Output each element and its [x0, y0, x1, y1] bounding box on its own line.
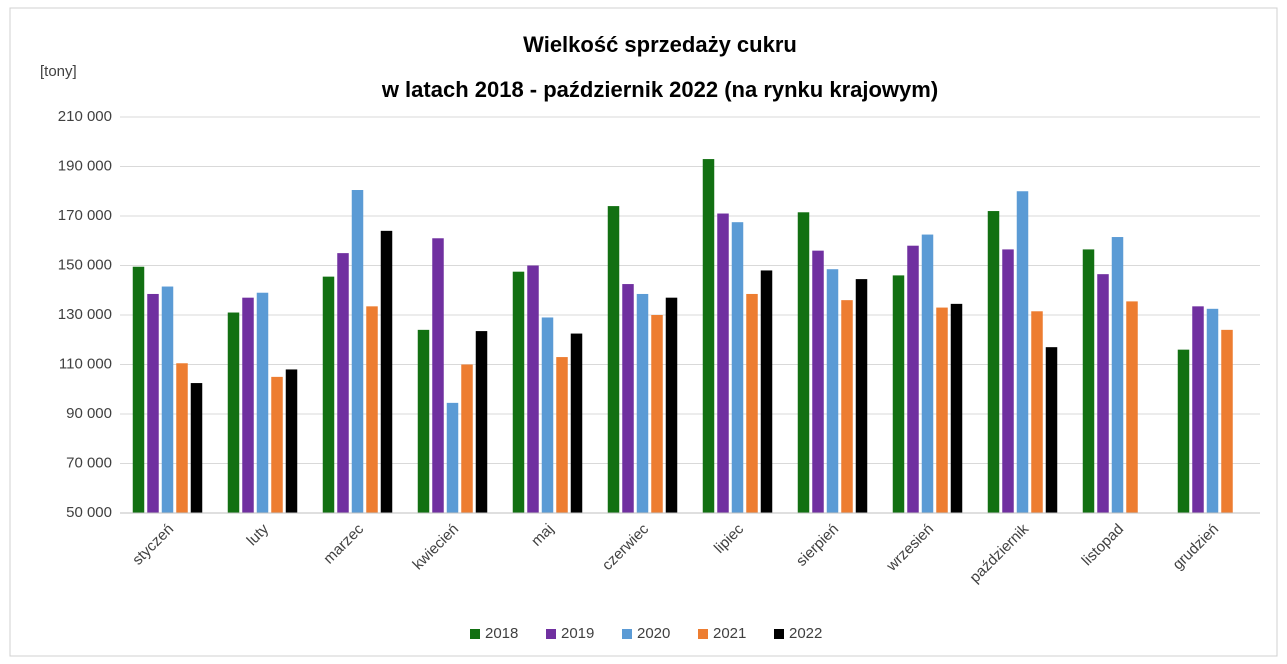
bar [322, 276, 335, 513]
y-tick-label: 50 000 [66, 504, 112, 521]
bar [1126, 301, 1138, 513]
bar [541, 317, 554, 513]
legend-label: 2019 [561, 625, 594, 642]
legend-label: 2022 [789, 625, 822, 642]
bar [797, 212, 810, 513]
bar [702, 159, 715, 513]
y-tick-label: 150 000 [58, 256, 112, 273]
bar [921, 234, 934, 513]
bar [936, 307, 948, 513]
y-axis-label: [tony] [40, 63, 77, 80]
bar [636, 293, 649, 513]
bar [337, 253, 349, 513]
bar [651, 315, 663, 513]
bar [417, 329, 430, 513]
bar [1002, 249, 1014, 513]
bar [717, 213, 729, 513]
legend-label: 2021 [713, 625, 746, 642]
bar [190, 383, 203, 513]
y-tick-label: 70 000 [66, 454, 112, 471]
legend-swatch [622, 629, 632, 639]
bar [1111, 237, 1124, 513]
bar [812, 250, 824, 513]
bar [892, 275, 905, 513]
y-tick-label: 210 000 [58, 108, 112, 125]
bar [380, 230, 393, 513]
legend-label: 2018 [485, 625, 518, 642]
chart-title: Wielkość sprzedaży cukru [523, 32, 797, 57]
bar [987, 211, 1000, 514]
legend-label: 2020 [637, 625, 670, 642]
bar [242, 297, 254, 513]
legend-swatch [698, 629, 708, 639]
y-tick-label: 110 000 [59, 355, 112, 372]
bar [1192, 306, 1204, 513]
bar [760, 270, 773, 513]
bar [351, 190, 364, 513]
bar [570, 333, 583, 513]
bar [907, 245, 919, 513]
bar [1097, 274, 1109, 513]
bar [731, 222, 744, 513]
bar [461, 364, 473, 513]
bar [227, 312, 240, 513]
chart-title: w latach 2018 - październik 2022 (na ryn… [381, 77, 938, 102]
bar [855, 279, 868, 513]
bar [622, 284, 634, 513]
y-tick-label: 90 000 [66, 405, 112, 422]
y-tick-label: 170 000 [58, 207, 112, 224]
bar [147, 293, 159, 513]
bar [950, 303, 963, 513]
bar [432, 238, 444, 513]
bar [607, 206, 620, 513]
bar [1016, 191, 1029, 513]
bar [1177, 349, 1190, 513]
bar [746, 293, 758, 513]
bar [176, 363, 188, 513]
y-tick-label: 130 000 [58, 306, 112, 323]
bar [1045, 347, 1058, 513]
legend-swatch [546, 629, 556, 639]
bar [161, 286, 174, 513]
bar [285, 369, 298, 513]
bar [527, 265, 539, 513]
bar [475, 331, 488, 513]
bar [1031, 311, 1043, 513]
bar [366, 306, 378, 513]
bar [132, 266, 145, 513]
bar [271, 376, 283, 513]
bar [512, 271, 525, 513]
bar [841, 300, 853, 513]
legend-swatch [470, 629, 480, 639]
bar [1206, 308, 1219, 513]
bar [1221, 329, 1233, 513]
bar [556, 357, 568, 513]
y-tick-label: 190 000 [58, 157, 112, 174]
bar [446, 402, 459, 513]
legend-swatch [774, 629, 784, 639]
bar [826, 269, 839, 513]
bar [1082, 249, 1095, 513]
bar [665, 297, 678, 513]
bar [256, 292, 269, 513]
